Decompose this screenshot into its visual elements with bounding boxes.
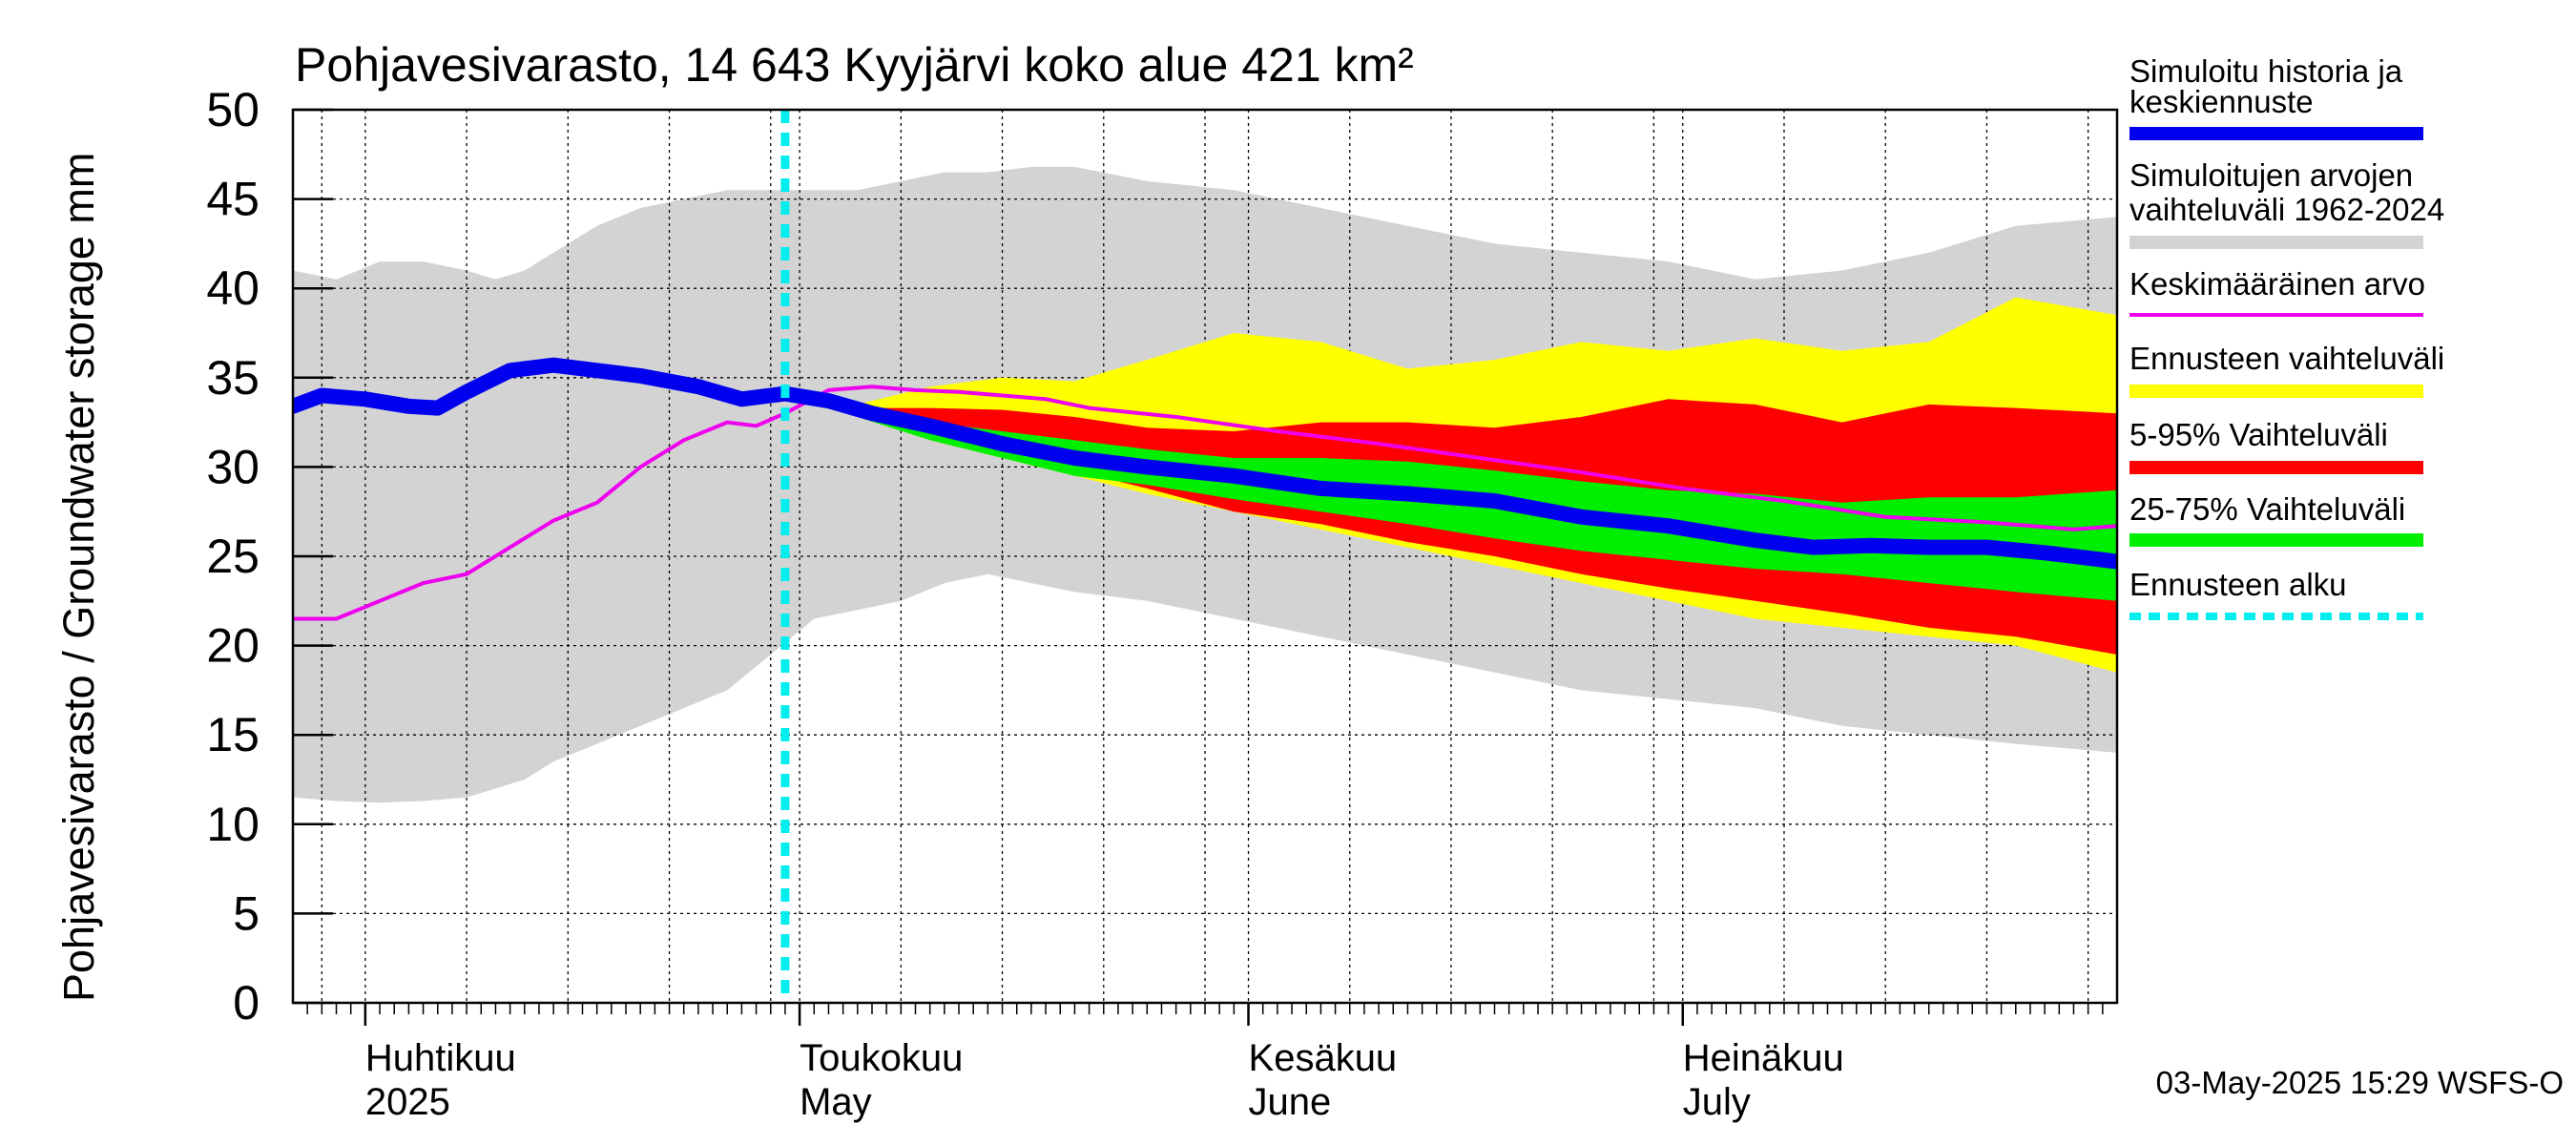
y-tick-label: 25 (206, 530, 260, 583)
y-tick-label: 40 (206, 261, 260, 315)
legend-label-start: Ennusteen alku (2129, 567, 2347, 602)
mean-line (293, 385, 2117, 621)
series-line-layer (293, 110, 2117, 1003)
y-tick-label: 45 (206, 173, 260, 226)
y-tick-label: 30 (206, 440, 260, 493)
x-month-sublabel: June (1249, 1081, 1332, 1123)
x-month-sublabel: July (1683, 1081, 1751, 1123)
y-axis-ticks: 0 5 10 15 20 25 30 35 40 45 50 (206, 83, 333, 1030)
legend-sublabel-sim: keskiennuste (2129, 84, 2314, 119)
y-tick-label: 20 (206, 619, 260, 673)
y-axis-label: Pohjavesivarasto / Groundwater storage m… (54, 153, 103, 1002)
grid-lines (293, 110, 2117, 1003)
legend-label-range: Simuloitujen arvojen (2129, 157, 2413, 193)
y-tick-label: 10 (206, 798, 260, 851)
legend-sublabel-range: vaihteluväli 1962-2024 (2129, 192, 2444, 227)
y-tick-label: 5 (233, 886, 260, 940)
y-tick-label: 15 (206, 708, 260, 761)
chart-title: Pohjavesivarasto, 14 643 Kyyjärvi koko a… (295, 38, 1414, 92)
y-tick-label: 35 (206, 351, 260, 405)
x-month-label: Heinäkuu (1683, 1037, 1844, 1079)
legend-label-mean: Keskimääräinen arvo (2129, 266, 2425, 302)
legend-label-sim: Simuloitu historia ja (2129, 53, 2403, 89)
timestamp: 03-May-2025 15:29 WSFS-O (2156, 1065, 2564, 1100)
x-month-label: Huhtikuu (365, 1037, 516, 1079)
legend-label-p5_95: 5-95% Vaihteluväli (2129, 417, 2388, 452)
x-month-sublabel: May (800, 1081, 872, 1123)
legend-label-p25_75: 25-75% Vaihteluväli (2129, 491, 2405, 527)
simulated-line (293, 357, 2117, 570)
y-tick-label: 50 (206, 83, 260, 136)
x-month-label: Toukokuu (800, 1037, 963, 1079)
legend-label-ens: Ennusteen vaihteluväli (2129, 341, 2444, 376)
y-tick-label: 0 (233, 976, 260, 1030)
x-month-label: Kesäkuu (1249, 1037, 1398, 1079)
x-month-sublabel: 2025 (365, 1081, 450, 1123)
